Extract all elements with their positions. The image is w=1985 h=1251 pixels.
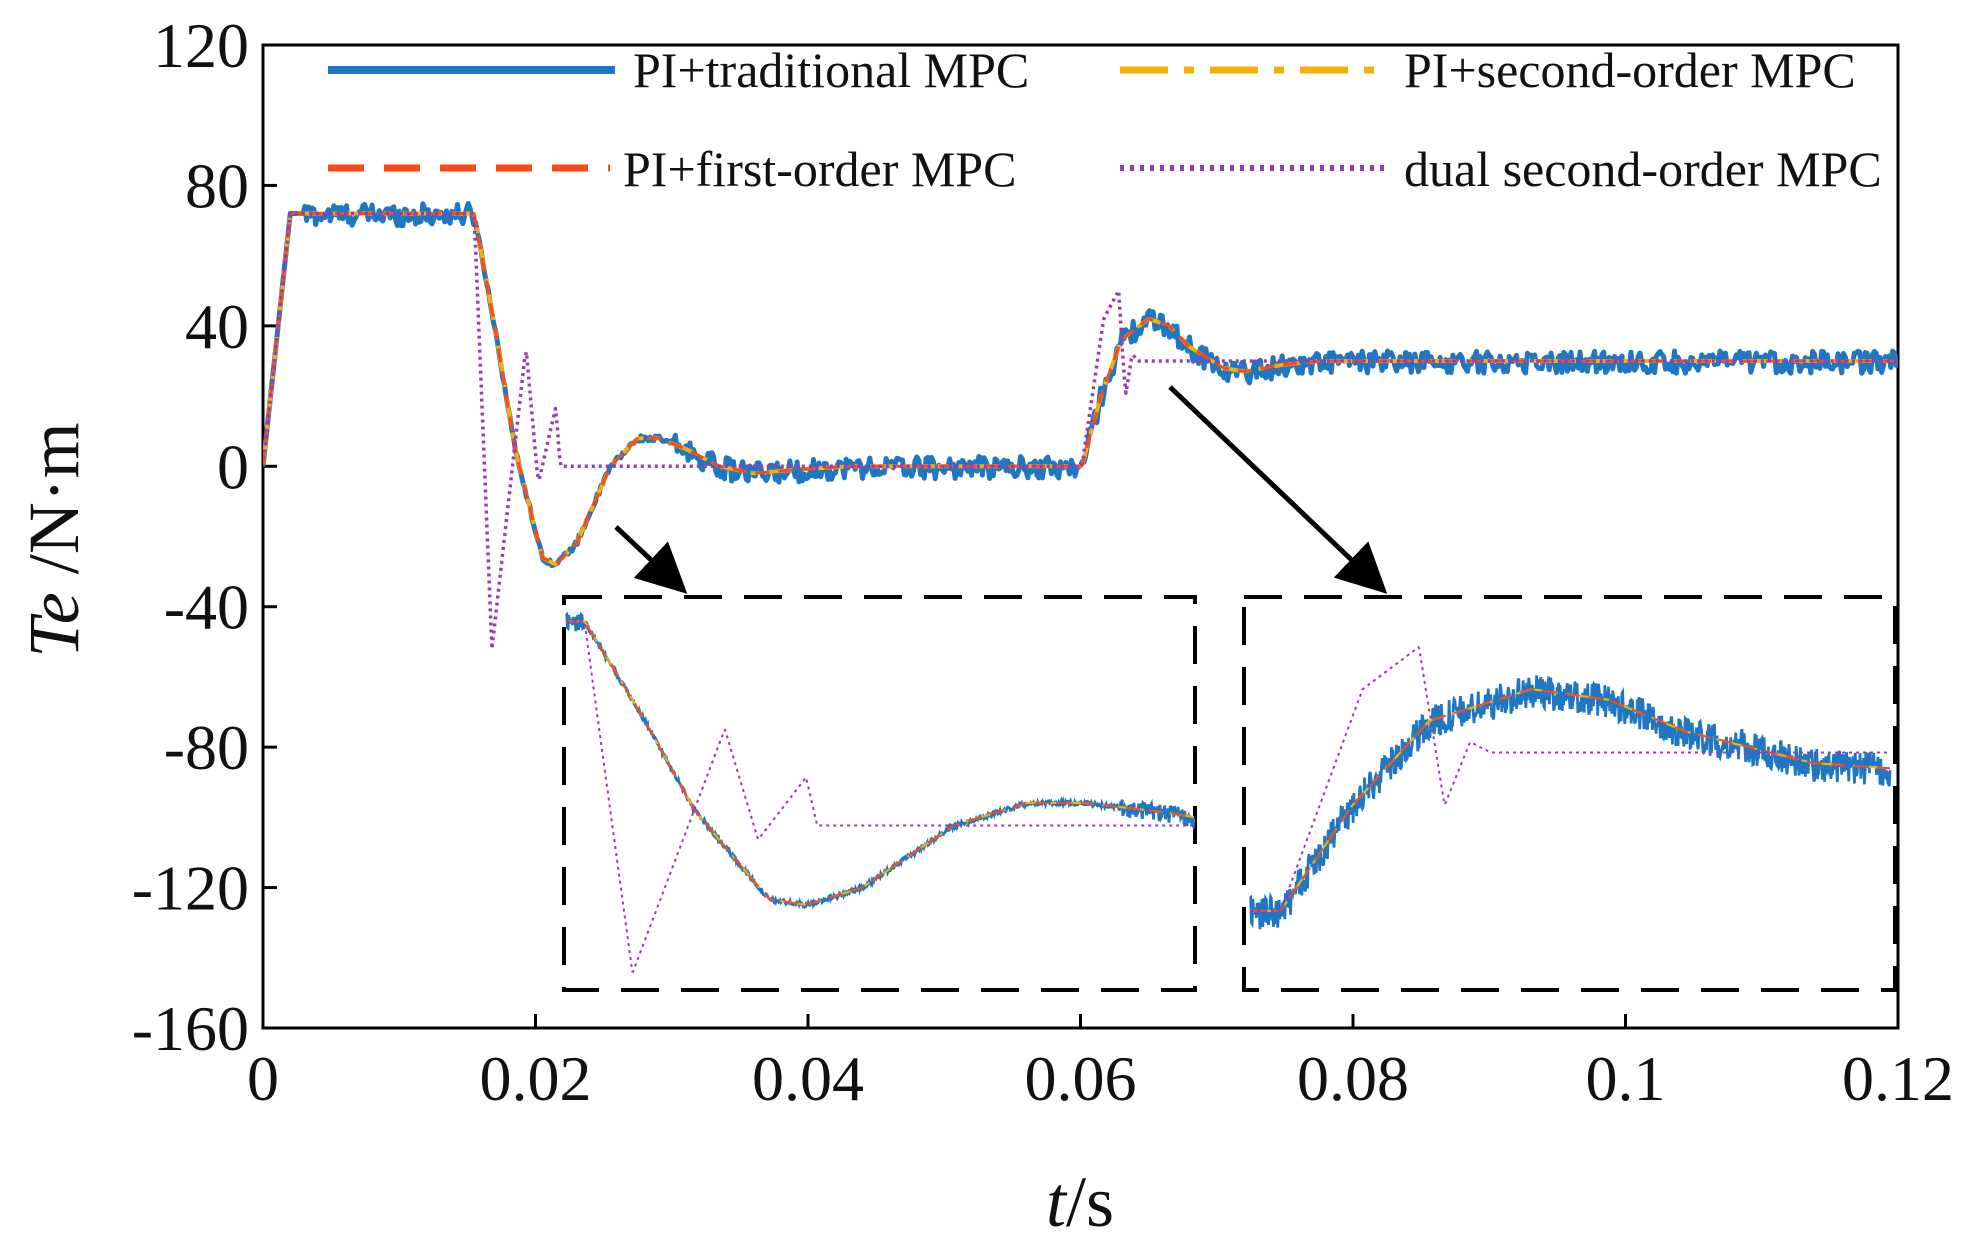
tick-labels: 0 0.02 0.04 0.06 0.08 0.1 0.12 120 80 40 0 -40 -80 -1…	[132, 10, 1954, 1114]
series-line-3	[263, 211, 1898, 651]
inset-series-line-3	[566, 620, 1194, 973]
inset-series-line-0	[565, 611, 1195, 911]
series-line-0	[263, 201, 1898, 569]
series-inset-2	[1249, 645, 1892, 930]
y-tick-label: 0	[217, 431, 249, 502]
inset-series-line-2	[1250, 688, 1891, 912]
legend-label-dual: dual second-order MPC	[1404, 141, 1882, 197]
series-inset-1	[565, 611, 1195, 973]
zoom-arrow-1	[614, 525, 688, 594]
x-tick-label: 0.1	[1586, 1043, 1666, 1114]
y-tick-label: -80	[164, 712, 249, 783]
x-tick-label: 0.08	[1297, 1043, 1409, 1114]
inset-series-line-3	[1250, 645, 1890, 912]
inset-series-line-0	[1249, 675, 1892, 930]
x-tick-label: 0.06	[1025, 1043, 1137, 1114]
y-tick-label: 40	[185, 291, 249, 362]
legend-label-second-order: PI+second-order MPC	[1404, 42, 1856, 98]
inset-frame-2	[1242, 595, 1897, 992]
legend-label-traditional: PI+traditional MPC	[633, 42, 1029, 98]
y-tick-label: -40	[164, 572, 249, 643]
y-axis-label: Te /N·m	[14, 422, 94, 657]
y-tick-label: -120	[132, 853, 249, 924]
legend: PI+traditional MPC PI+second-order MPC P…	[328, 42, 1882, 197]
series-main	[263, 201, 1898, 651]
inset-frame-1	[562, 595, 1197, 992]
series-line-2	[263, 212, 1898, 566]
inset-series-line-1	[1250, 688, 1891, 912]
y-tick-label: -160	[132, 993, 249, 1064]
y-tick-label: 120	[153, 10, 249, 81]
x-tick-label: 0.02	[480, 1043, 592, 1114]
series-line-1	[263, 211, 1898, 567]
legend-label-first-order: PI+first-order MPC	[623, 141, 1016, 197]
inset-series-line-2	[566, 620, 1195, 906]
inset-series-line-1	[566, 620, 1195, 907]
ticks	[261, 43, 1900, 1030]
y-tick-label: 80	[185, 150, 249, 221]
x-axis-label: t/s	[1046, 1162, 1114, 1242]
x-tick-label: 0	[247, 1043, 279, 1114]
zoom-arrow-2	[1168, 385, 1388, 594]
x-tick-label: 0.04	[752, 1043, 864, 1114]
x-tick-label: 0.12	[1842, 1043, 1954, 1114]
